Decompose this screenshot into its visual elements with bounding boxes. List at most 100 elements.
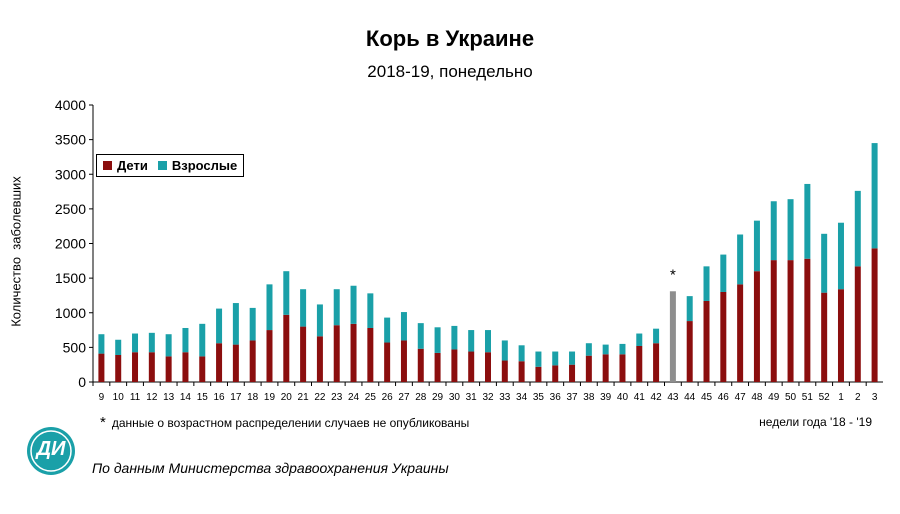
bar-segment (535, 366, 542, 382)
bar-segment (737, 234, 744, 285)
bar-segment (148, 332, 155, 353)
y-tick-label: 500 (63, 339, 87, 355)
bar-segment (518, 345, 525, 362)
legend: Дети Взрослые (96, 154, 245, 177)
bar-segment (585, 343, 592, 356)
x-tick-label: 33 (499, 392, 511, 403)
bar-segment (552, 351, 559, 366)
bar-segment (199, 323, 206, 357)
x-tick-label: 29 (432, 392, 444, 403)
x-tick-label: 30 (449, 392, 461, 403)
bar-segment (216, 308, 223, 344)
bar-segment (468, 351, 475, 382)
x-tick-label: 25 (365, 392, 377, 403)
x-tick-label: 43 (667, 392, 679, 403)
y-tick-label: 0 (78, 374, 86, 390)
x-tick-label: 13 (163, 392, 175, 403)
bar-segment (182, 327, 189, 353)
x-tick-label: 31 (466, 392, 478, 403)
bar-segment (132, 333, 139, 353)
bar-segment (333, 289, 340, 326)
x-tick-label: 20 (281, 392, 293, 403)
bar-segment (619, 354, 626, 382)
source-note: По данным Министерства здравоохранения У… (92, 460, 449, 476)
bar-segment (804, 258, 811, 382)
x-axis-caption: недели года '18 - '19 (759, 415, 872, 429)
x-tick-label: 50 (785, 392, 797, 403)
y-tick-label: 2000 (55, 236, 86, 252)
y-tick-label: 3000 (55, 166, 86, 182)
bar-segment (653, 343, 660, 382)
x-tick-label: 1 (838, 392, 844, 403)
bar-segment (669, 291, 676, 382)
bar-segment (485, 352, 491, 382)
x-tick-label: 18 (247, 392, 259, 403)
y-tick-label: 2500 (55, 201, 86, 217)
bar-annotation: * (670, 266, 676, 283)
legend-item-children: Дети (103, 158, 148, 173)
x-tick-label: 51 (802, 392, 814, 403)
bar-segment (148, 352, 155, 382)
x-tick-label: 36 (550, 392, 562, 403)
x-tick-label: 48 (751, 392, 763, 403)
bar-segment (686, 296, 693, 322)
bar-segment (501, 360, 508, 382)
x-tick-label: 24 (348, 392, 360, 403)
bar-segment (485, 330, 491, 353)
bar-segment (283, 271, 290, 315)
di-logo: ДИ (26, 426, 76, 476)
legend-swatch-children (103, 161, 112, 170)
y-tick-label: 3500 (55, 132, 86, 148)
bar-segment (602, 344, 609, 355)
bar-segment (367, 327, 374, 382)
y-tick-label: 1000 (55, 305, 86, 321)
bar-segment (165, 356, 172, 382)
bar-segment (804, 183, 811, 259)
bar-segment (417, 323, 424, 349)
bar-segment (837, 222, 844, 290)
bar-segment (569, 364, 576, 382)
bar-segment (434, 352, 441, 382)
bar-segment (585, 355, 592, 382)
x-tick-label: 40 (617, 392, 629, 403)
bar-segment (770, 260, 777, 382)
x-tick-label: 52 (819, 392, 831, 403)
x-tick-label: 12 (146, 392, 158, 403)
bar-segment (300, 326, 307, 382)
bar-segment (451, 325, 458, 350)
bar-segment (854, 190, 861, 267)
x-tick-label: 39 (600, 392, 612, 403)
x-tick-label: 22 (314, 392, 326, 403)
bar-segment (350, 323, 357, 382)
bar-segment (535, 351, 542, 367)
bar-segment (266, 330, 273, 382)
bar-segment (854, 266, 861, 382)
x-tick-label: 10 (113, 392, 125, 403)
x-tick-label: 9 (99, 392, 105, 403)
x-tick-label: 35 (533, 392, 545, 403)
bar-segment (316, 304, 323, 337)
bar-segment (787, 260, 794, 382)
bar-segment (232, 303, 239, 345)
x-tick-label: 15 (197, 392, 209, 403)
bar-segment (367, 293, 374, 328)
bar-segment (636, 345, 643, 382)
bar-segment (737, 284, 744, 382)
x-tick-label: 28 (415, 392, 427, 403)
x-tick-label: 27 (398, 392, 410, 403)
bar-segment (871, 248, 878, 382)
bar-segment (434, 327, 441, 353)
bar-segment (703, 266, 710, 301)
bar-segment (249, 340, 256, 382)
x-tick-label: 32 (482, 392, 494, 403)
legend-item-adults: Взрослые (157, 158, 237, 173)
bar-segment (350, 285, 357, 324)
bar-segment (720, 291, 727, 382)
bar-segment (165, 334, 172, 357)
bar-segment (653, 328, 660, 344)
chart-title: Корь в Украине (365, 26, 535, 51)
bar-segment (636, 333, 643, 346)
bar-segment (871, 143, 878, 249)
bar-segment (753, 220, 760, 272)
footnote: * данные о возрастном распределении случа… (100, 414, 469, 431)
